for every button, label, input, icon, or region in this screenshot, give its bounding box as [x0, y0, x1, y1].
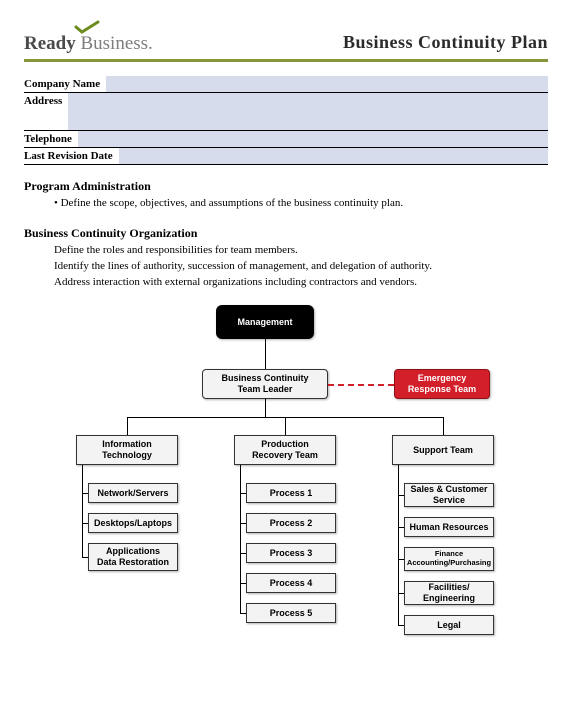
program-admin-line: Define the scope, objectives, and assump… — [54, 196, 548, 212]
node-item-1-4: Process 5 — [246, 603, 336, 623]
section-title-bco: Business Continuity Organization — [24, 226, 548, 241]
logo: Ready Business. — [24, 20, 153, 53]
node-col-head-0: InformationTechnology — [76, 435, 178, 465]
conn — [265, 339, 266, 369]
conn — [82, 465, 83, 557]
section-body-program-admin: Define the scope, objectives, and assump… — [54, 196, 548, 212]
conn — [398, 527, 404, 528]
field-label-address: Address — [24, 93, 68, 130]
bco-line2: Identify the lines of authority, success… — [54, 259, 548, 275]
input-last-revision[interactable] — [119, 148, 548, 164]
node-item-2-3: Facilities/Engineering — [404, 581, 494, 605]
node-item-2-0: Sales & CustomerService — [404, 483, 494, 507]
conn — [398, 465, 399, 625]
node-item-0-2: ApplicationsData Restoration — [88, 543, 178, 571]
field-address: Address — [24, 93, 548, 131]
section-title-program-admin: Program Administration — [24, 179, 548, 194]
header-rule — [24, 59, 548, 62]
node-item-2-4: Legal — [404, 615, 494, 635]
bco-line1: Define the roles and responsibilities fo… — [54, 243, 548, 259]
conn — [443, 417, 444, 435]
conn — [398, 559, 404, 560]
node-item-1-2: Process 3 — [246, 543, 336, 563]
header: Ready Business. Business Continuity Plan — [24, 20, 548, 53]
org-chart: Management Business ContinuityTeam Leader… — [24, 305, 548, 635]
node-item-1-3: Process 4 — [246, 573, 336, 593]
bco-line3: Address interaction with external organi… — [54, 275, 548, 291]
section-body-bco: Define the roles and responsibilities fo… — [54, 243, 548, 291]
check-icon — [74, 20, 100, 34]
logo-word-business: Business. — [80, 33, 152, 54]
node-col-head-2: Support Team — [392, 435, 494, 465]
field-label-telephone: Telephone — [24, 131, 78, 147]
conn — [240, 613, 246, 614]
conn — [127, 417, 128, 435]
conn — [398, 593, 404, 594]
node-management: Management — [216, 305, 314, 339]
node-item-0-1: Desktops/Laptops — [88, 513, 178, 533]
conn — [398, 495, 404, 496]
page-title: Business Continuity Plan — [343, 32, 548, 53]
field-last-revision: Last Revision Date — [24, 148, 548, 165]
node-item-1-1: Process 2 — [246, 513, 336, 533]
conn — [82, 493, 88, 494]
conn — [285, 417, 286, 435]
section-bco: Business Continuity Organization Define … — [24, 226, 548, 291]
node-item-2-2: FinanceAccounting/Purchasing — [404, 547, 494, 571]
node-item-0-0: Network/Servers — [88, 483, 178, 503]
input-telephone[interactable] — [78, 131, 548, 147]
node-emergency: EmergencyResponse Team — [394, 369, 490, 399]
input-address[interactable] — [68, 93, 548, 130]
conn — [240, 465, 241, 613]
conn — [398, 625, 404, 626]
section-program-admin: Program Administration Define the scope,… — [24, 179, 548, 212]
field-telephone: Telephone — [24, 131, 548, 148]
field-label-company: Company Name — [24, 76, 106, 92]
conn — [82, 523, 88, 524]
node-col-head-1: ProductionRecovery Team — [234, 435, 336, 465]
logo-text: Ready Business. — [24, 34, 153, 53]
conn — [240, 493, 246, 494]
conn — [240, 553, 246, 554]
input-company-name[interactable] — [106, 76, 548, 92]
conn-dash — [328, 384, 394, 386]
field-company-name: Company Name — [24, 76, 548, 93]
conn — [240, 583, 246, 584]
conn — [265, 399, 266, 417]
conn — [240, 523, 246, 524]
field-label-revision: Last Revision Date — [24, 148, 119, 164]
node-team-leader: Business ContinuityTeam Leader — [202, 369, 328, 399]
node-item-2-1: Human Resources — [404, 517, 494, 537]
logo-word-ready: Ready — [24, 33, 76, 54]
conn — [82, 557, 88, 558]
form-fields: Company Name Address Telephone Last Revi… — [24, 76, 548, 165]
node-item-1-0: Process 1 — [246, 483, 336, 503]
